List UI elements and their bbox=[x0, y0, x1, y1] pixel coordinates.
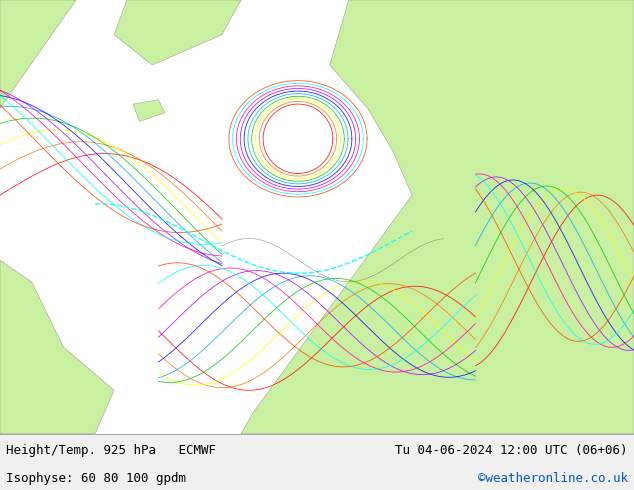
Polygon shape bbox=[0, 260, 114, 434]
Text: Height/Temp. 925 hPa   ECMWF: Height/Temp. 925 hPa ECMWF bbox=[6, 444, 216, 457]
Polygon shape bbox=[114, 0, 241, 65]
Text: Tu 04-06-2024 12:00 UTC (06+06): Tu 04-06-2024 12:00 UTC (06+06) bbox=[395, 444, 628, 457]
Text: ©weatheronline.co.uk: ©weatheronline.co.uk bbox=[477, 472, 628, 485]
Polygon shape bbox=[0, 0, 76, 108]
Text: Isophyse: 60 80 100 gpdm: Isophyse: 60 80 100 gpdm bbox=[6, 472, 186, 485]
Polygon shape bbox=[133, 100, 165, 122]
Polygon shape bbox=[241, 0, 634, 434]
